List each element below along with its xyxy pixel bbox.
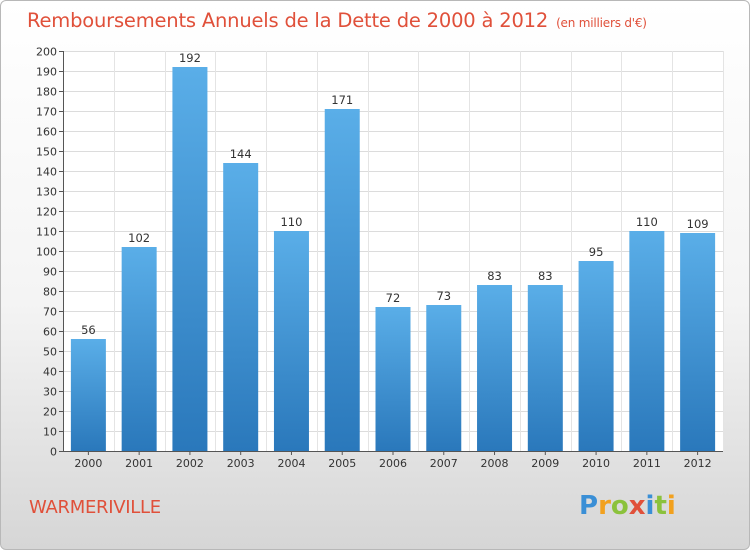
- data-label-2000: 56: [81, 323, 96, 337]
- y-tick-label: 0: [50, 446, 57, 459]
- chart-title-text: Remboursements Annuels de la Dette de 20…: [27, 9, 549, 32]
- bar-2000: [70, 339, 106, 451]
- bar-2009: [527, 285, 563, 451]
- commune-name: WARMERIVILLE: [29, 497, 161, 518]
- bar-2004: [273, 231, 309, 451]
- data-label-2006: 72: [386, 291, 401, 305]
- bars: [70, 67, 716, 451]
- logo-letter: P: [579, 491, 599, 521]
- data-label-2010: 95: [589, 245, 604, 259]
- y-tick-label: 50: [43, 346, 57, 359]
- x-tick-label-2009: 2009: [531, 457, 559, 470]
- y-tick-label: 60: [43, 326, 57, 339]
- y-tick-label: 110: [36, 226, 57, 239]
- data-label-2004: 110: [280, 215, 302, 229]
- logo-letter: x: [628, 491, 646, 521]
- logo-letter: r: [598, 491, 611, 521]
- x-tick-label-2001: 2001: [125, 457, 153, 470]
- data-label-2012: 109: [687, 217, 709, 231]
- y-tick-label: 80: [43, 286, 57, 299]
- y-tick-label: 20: [43, 406, 57, 419]
- y-tick-label: 30: [43, 386, 57, 399]
- bar-2005: [324, 109, 360, 451]
- y-tick-label: 200: [36, 46, 57, 59]
- bar-2010: [578, 261, 614, 451]
- data-label-2011: 110: [636, 215, 658, 229]
- x-tick-label-2007: 2007: [430, 457, 458, 470]
- logo-letter: t: [654, 491, 667, 521]
- x-tick-label-2002: 2002: [176, 457, 204, 470]
- y-tick-label: 190: [36, 66, 57, 79]
- data-label-2009: 83: [538, 269, 553, 283]
- chart-title: Remboursements Annuels de la Dette de 20…: [27, 9, 647, 32]
- chart-unit: (en milliers d'€): [556, 16, 647, 30]
- proxiti-logo: Proxiti: [579, 491, 676, 521]
- logo-letter: i: [666, 491, 676, 521]
- x-tick-label-2005: 2005: [328, 457, 356, 470]
- x-tick-label-2000: 2000: [74, 457, 102, 470]
- data-label-2007: 73: [436, 289, 451, 303]
- y-tick-label: 160: [36, 126, 57, 139]
- axes: [59, 51, 723, 455]
- x-tick-label-2004: 2004: [277, 457, 305, 470]
- y-tick-label: 70: [43, 306, 57, 319]
- data-label-2003: 144: [230, 147, 252, 161]
- x-tick-label-2008: 2008: [481, 457, 509, 470]
- x-tick-label-2003: 2003: [227, 457, 255, 470]
- bar-2001: [121, 247, 157, 451]
- y-tick-label: 170: [36, 106, 57, 119]
- data-label-2001: 102: [128, 231, 150, 245]
- y-tick-label: 40: [43, 366, 57, 379]
- x-tick-label-2012: 2012: [684, 457, 712, 470]
- y-tick-label: 130: [36, 186, 57, 199]
- bar-2008: [477, 285, 513, 451]
- y-tick-label: 100: [36, 246, 57, 259]
- bar-2003: [223, 163, 259, 451]
- labels: 0 10 20 30 40 50 60 70 80 90 100 110 120 130 140 150 160…: [36, 46, 712, 471]
- y-tick-label: 150: [36, 146, 57, 159]
- logo-letter: i: [645, 491, 655, 521]
- bar-2012: [680, 233, 716, 451]
- y-tick-label: 10: [43, 426, 57, 439]
- y-tick-label: 140: [36, 166, 57, 179]
- y-tick-label: 180: [36, 86, 57, 99]
- data-label-2002: 192: [179, 51, 201, 65]
- y-tick-label: 120: [36, 206, 57, 219]
- x-tick-label-2010: 2010: [582, 457, 610, 470]
- bar-2011: [629, 231, 665, 451]
- logo-letter: o: [610, 491, 629, 521]
- data-label-2008: 83: [487, 269, 502, 283]
- y-tick-label: 90: [43, 266, 57, 279]
- data-label-2005: 171: [331, 93, 353, 107]
- x-tick-label-2006: 2006: [379, 457, 407, 470]
- bar-2007: [426, 305, 462, 451]
- bar-2002: [172, 67, 208, 451]
- x-tick-label-2011: 2011: [633, 457, 661, 470]
- bar-2006: [375, 307, 411, 451]
